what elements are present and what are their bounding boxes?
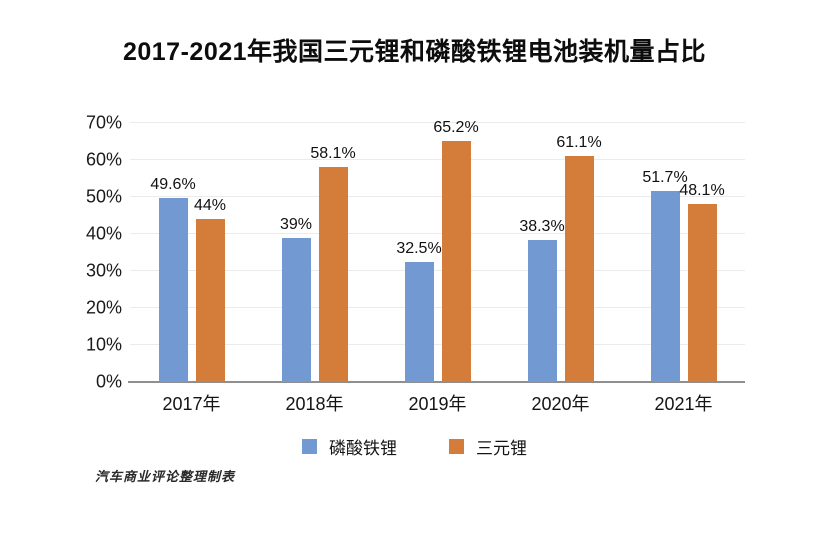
bar-三元锂-2017年[interactable]: 44%: [194, 197, 226, 382]
x-axis-label-2018年: 2018年: [285, 394, 344, 414]
y-axis-tick-label: 20%: [85, 297, 122, 318]
chart-title: 2017-2021年我国三元锂和磷酸铁锂电池装机量占比: [122, 38, 707, 66]
bar-磷酸铁锂-2018年[interactable]: 39%: [280, 216, 312, 382]
gridline: [130, 307, 745, 308]
legend-swatch-icon: [449, 439, 464, 454]
bar-value-label: 51.7%: [642, 168, 688, 186]
bar-value-label: 44%: [193, 197, 227, 215]
bar-value-label: 32.5%: [396, 239, 442, 257]
bar-三元锂-2021年[interactable]: 48.1%: [679, 182, 725, 382]
bar-磷酸铁锂-2021年[interactable]: 51.7%: [642, 169, 688, 382]
bar-value-label: 39%: [279, 215, 313, 233]
y-axis-tick-label: 70%: [85, 112, 122, 133]
bar-group-2018年: 39% 58.1%: [253, 123, 376, 382]
bar-group-2020年: 38.3% 61.1%: [499, 123, 622, 382]
bar-value-label: 61.1%: [556, 133, 602, 151]
legend-label: 磷酸铁锂: [329, 439, 397, 458]
y-axis-tick-label: 30%: [85, 260, 122, 281]
bar-三元锂-2019年[interactable]: 65.2%: [433, 119, 479, 382]
bar-group-2019年: 32.5% 65.2%: [376, 119, 499, 382]
y-axis-tick-label: 50%: [85, 186, 122, 207]
legend-item-三元锂: 三元锂: [449, 434, 527, 459]
plot-area: 49.6% 44% 39% 58.1% 32.5% 65.2% 38.3% 61.1% 51.7…: [128, 119, 745, 383]
bar-group-2021年: 51.7% 48.1%: [622, 123, 745, 382]
gridline: [130, 270, 745, 271]
x-axis-labels: 2017年 2018年 2019年 2020年 2021年: [130, 390, 745, 414]
gridline: [130, 122, 745, 123]
bar-磷酸铁锂-2019年[interactable]: 32.5%: [396, 240, 442, 382]
bar-value-label: 49.6%: [150, 176, 196, 194]
bar-value-label: 58.1%: [310, 145, 356, 163]
legend-swatch-icon: [302, 439, 317, 454]
gridline: [130, 159, 745, 160]
y-axis: 0% 10% 20% 30% 40% 50% 60% 70%: [55, 113, 122, 392]
bar-磷酸铁锂-2017年[interactable]: 49.6%: [150, 176, 196, 382]
gridline: [130, 233, 745, 234]
y-axis-tick-label: 0%: [95, 371, 122, 392]
legend-item-磷酸铁锂: 磷酸铁锂: [302, 434, 397, 459]
bar-value-label: 38.3%: [519, 218, 565, 236]
y-axis-tick-label: 60%: [85, 149, 122, 170]
bar-value-label: 65.2%: [433, 118, 479, 136]
x-axis-label-2019年: 2019年: [408, 394, 467, 414]
x-axis-label-2021年: 2021年: [654, 394, 713, 414]
gridline: [130, 196, 745, 197]
source-note: 汽车商业评论整理制表: [95, 469, 236, 484]
bar-磷酸铁锂-2020年[interactable]: 38.3%: [519, 218, 565, 382]
x-axis-label-2020年: 2020年: [531, 394, 590, 414]
bar-三元锂-2018年[interactable]: 58.1%: [310, 145, 356, 382]
bar-三元锂-2020年[interactable]: 61.1%: [556, 134, 602, 382]
bar-group-2017年: 49.6% 44%: [130, 123, 253, 382]
x-axis-label-2017年: 2017年: [162, 394, 221, 414]
legend-label: 三元锂: [476, 439, 527, 458]
gridline: [130, 344, 745, 345]
legend: 磷酸铁锂 三元锂: [0, 434, 829, 459]
x-axis-line: [128, 381, 745, 383]
y-axis-tick-label: 10%: [85, 334, 122, 355]
bar-value-label: 48.1%: [679, 182, 725, 200]
y-axis-tick-label: 40%: [85, 223, 122, 244]
